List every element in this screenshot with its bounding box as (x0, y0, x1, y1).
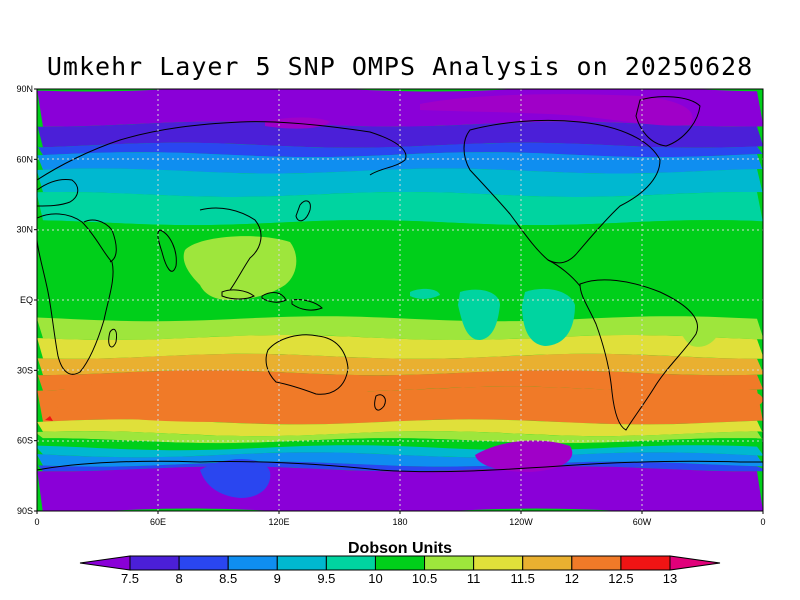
x-tick-label: 0 (34, 517, 39, 527)
colorbar-tick-label: 9 (274, 571, 281, 586)
x-tick-label: 180 (392, 517, 407, 527)
southern-blue-lobe (200, 458, 271, 498)
zonal-band (37, 419, 763, 437)
colorbar-tick-label: 12 (565, 571, 579, 586)
colorbar-swatch (374, 555, 426, 571)
colorbar-underflow-arrow (79, 555, 131, 571)
colorbar-tick-label: 11 (467, 571, 481, 586)
colorbar-swatch (424, 555, 475, 571)
pacific-minimum-1 (458, 289, 500, 340)
east-atlantic-patch (679, 316, 720, 347)
antarctic-minimum (475, 440, 573, 472)
arctic-minimum (420, 94, 693, 126)
gridlines (37, 89, 763, 511)
colorbar-swatch (276, 555, 327, 571)
y-tick-label: 30N (16, 225, 33, 235)
contour-field (37, 89, 763, 511)
x-axis: 0 60E 120E 180 120W 60W 0 (34, 511, 766, 527)
y-tick-label: 60S (17, 436, 33, 446)
y-tick-label: 60N (16, 154, 33, 164)
zonal-band (37, 168, 763, 197)
x-tick-label: 120W (509, 517, 533, 527)
colorbar-swatch (620, 555, 671, 571)
colorbar-tick-label: 7.5 (121, 571, 139, 586)
x-tick-label: 120E (268, 517, 289, 527)
ozone-maximum (601, 382, 763, 418)
colorbar-tick-label: 8 (175, 571, 182, 586)
colorbar-overflow-arrow (669, 555, 721, 571)
colorbar-label: Dobson Units (348, 540, 452, 557)
colorbar-swatch (522, 555, 573, 571)
y-tick-label: 90N (16, 84, 33, 94)
pacific-minimum-2 (522, 288, 575, 346)
colorbar-tick-label: 10.5 (412, 571, 437, 586)
coastlines (37, 96, 763, 473)
colorbar-swatch (178, 555, 229, 571)
zonal-band (37, 431, 763, 444)
ozone-maximum (47, 377, 380, 422)
zonal-band (37, 445, 763, 458)
x-tick-label: 0 (760, 517, 765, 527)
colorbar-tick-label: 8.5 (219, 571, 237, 586)
zonal-band (37, 335, 763, 359)
pacific-minimum-3 (410, 288, 440, 299)
colorbar: 7.5 8 8.5 9 9.5 10 10.5 11 11.5 12 12.5 13 (79, 555, 721, 586)
colorbar-swatch (571, 555, 622, 571)
page-title: Umkehr Layer 5 SNP OMPS Analysis on 2025… (46, 52, 754, 81)
zonal-band (37, 192, 763, 226)
red-spot (45, 416, 53, 421)
y-tick-label: 90S (17, 506, 33, 516)
asia-monsoon-high (183, 236, 297, 300)
y-tick-label: 30S (17, 365, 33, 375)
colorbar-tick-label: 10 (368, 571, 382, 586)
colorbar-swatch (325, 555, 376, 571)
y-axis: 90N 60N 30N EQ 30S 60S 90S (16, 84, 37, 516)
colorbar-tick-label: 12.5 (608, 571, 633, 586)
colorbar-swatch (129, 555, 180, 571)
y-tick-label: EQ (20, 295, 33, 305)
colorbar-tick-label: 13 (663, 571, 677, 586)
x-tick-label: 60W (633, 517, 652, 527)
colorbar-tick-label: 11.5 (511, 571, 535, 586)
x-tick-label: 60E (150, 517, 166, 527)
zonal-band (37, 316, 763, 340)
colorbar-swatch (227, 555, 278, 571)
colorbar-swatch (473, 555, 524, 571)
colorbar-tick-label: 9.5 (317, 571, 335, 586)
